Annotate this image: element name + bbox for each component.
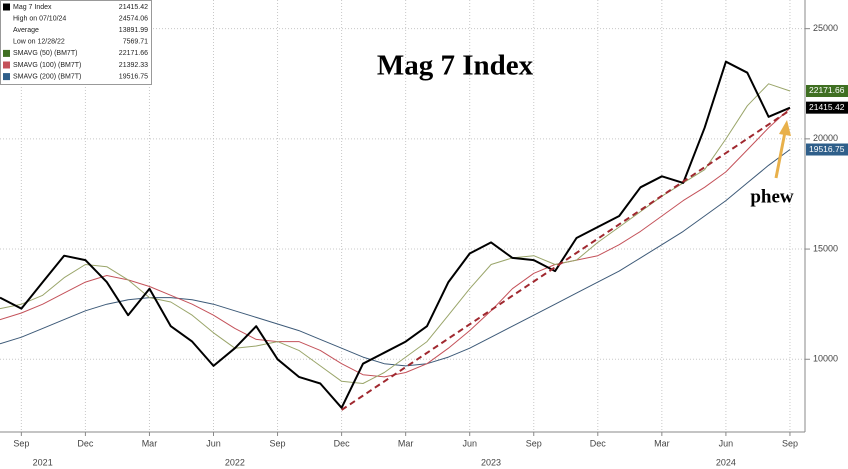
legend-marker <box>3 61 10 69</box>
legend: Mag 7 Index 21415.42 High on 07/10/24 24574… <box>0 0 152 85</box>
legend-label: High on 07/10/24 <box>13 15 66 22</box>
year-label: 2024 <box>716 457 736 467</box>
value-label: 19516.75 <box>809 144 845 154</box>
right-labels: 21415.42 22171.66 19516.75 <box>806 84 848 156</box>
value-label: 21415.42 <box>809 102 845 112</box>
y-tick-label: 15000 <box>813 243 838 253</box>
value-box <box>806 143 848 156</box>
annotation: phew <box>750 186 794 207</box>
series-line <box>0 60 791 409</box>
legend-label: SMAVG (200) (BM7T) <box>13 73 81 80</box>
annotation-arrow <box>774 131 787 179</box>
value-box <box>806 101 848 114</box>
x-tick-label: Mar <box>654 438 670 448</box>
legend-value: 13891.99 <box>119 27 148 34</box>
annotation-arrowhead <box>779 120 791 136</box>
y-tick-label: 25000 <box>813 23 838 33</box>
legend-marker <box>3 3 10 11</box>
x-tick-label: Mar <box>142 438 158 448</box>
legend-marker <box>3 49 10 57</box>
legend-marker <box>3 73 10 81</box>
x-tick-label: Mar <box>398 438 414 448</box>
x-tick-label: Sep <box>526 438 542 448</box>
plot <box>0 60 791 411</box>
legend-value: 24574.06 <box>119 15 148 22</box>
x-tick-label: Jun <box>719 438 734 448</box>
x-tick-label: Jun <box>206 438 221 448</box>
legend-label: SMAVG (50) (BM7T) <box>13 50 77 57</box>
legend-label: Average <box>13 27 39 34</box>
chart-title: Mag 7 Index <box>377 50 534 82</box>
legend-box <box>0 0 152 85</box>
legend-value: 7569.71 <box>123 39 148 46</box>
x-tick-label: Dec <box>590 438 607 448</box>
x-tick-label: Dec <box>77 438 94 448</box>
x-tick-label: Dec <box>334 438 351 448</box>
x-tick-label: Sep <box>782 438 798 448</box>
legend-value: 22171.66 <box>119 50 148 57</box>
legend-label: Low on 12/28/22 <box>13 39 65 46</box>
legend-value: 21415.42 <box>119 4 148 11</box>
year-label: 2023 <box>481 457 501 467</box>
legend-label: SMAVG (100) (BM7T) <box>13 62 81 69</box>
x-tick-label: Sep <box>13 438 29 448</box>
value-box <box>806 84 848 97</box>
year-label: 2021 <box>33 457 53 467</box>
x-tick-label: Sep <box>270 438 286 448</box>
legend-value: 19516.75 <box>119 73 148 80</box>
x-tick-label: Jun <box>462 438 477 448</box>
year-label: 2022 <box>225 457 245 467</box>
y-tick-label: 20000 <box>813 133 838 143</box>
value-label: 22171.66 <box>809 85 845 95</box>
legend-value: 21392.33 <box>119 62 148 69</box>
legend-label: Mag 7 Index <box>13 4 52 11</box>
y-tick-label: 10000 <box>813 354 838 364</box>
